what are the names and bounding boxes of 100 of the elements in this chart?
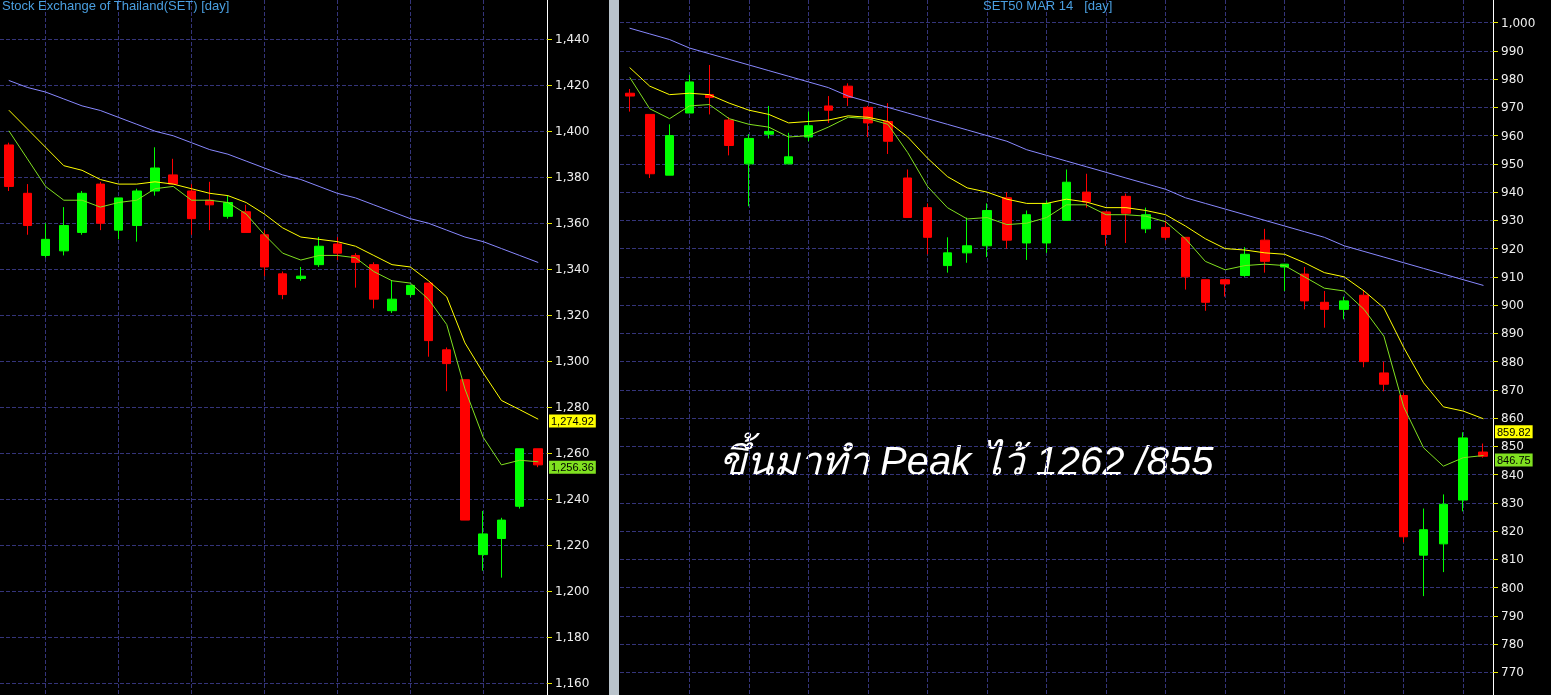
y-tick-label: 870	[1501, 382, 1524, 397]
candlestick	[1101, 211, 1111, 247]
y-tick-label: 950	[1501, 156, 1524, 171]
candlestick	[369, 261, 379, 309]
candlestick	[744, 133, 754, 207]
candlestick	[23, 183, 32, 236]
candlestick	[460, 379, 470, 521]
candlestick	[1121, 193, 1131, 244]
y-tick-label: 970	[1501, 100, 1524, 115]
candlestick	[923, 202, 932, 255]
y-tick-label: 1,000	[1501, 15, 1536, 30]
y-tick-label: 940	[1501, 185, 1524, 200]
candlestick	[515, 448, 524, 510]
candlestick	[1201, 279, 1210, 312]
y-tick-label: 960	[1501, 128, 1524, 143]
candlestick	[705, 64, 714, 115]
y-tick-label: 790	[1501, 608, 1524, 623]
y-tick-label: 1,420	[555, 78, 590, 93]
data-label: 859.82	[1497, 425, 1531, 438]
candlestick	[187, 183, 196, 236]
candlestick	[406, 284, 415, 298]
y-tick-label: 1,220	[555, 538, 590, 553]
y-tick-label: 890	[1501, 326, 1524, 341]
y-tick-label: 1,340	[555, 262, 590, 277]
y-tick-label: 830	[1501, 495, 1524, 510]
y-tick-label: 920	[1501, 241, 1524, 256]
y-tick-label: 1,180	[555, 630, 590, 645]
y-tick-label: 1,280	[555, 400, 590, 415]
candlestick	[764, 105, 774, 139]
y-tick-label: 1,300	[555, 354, 590, 369]
candlestick	[114, 197, 123, 240]
candlestick	[96, 181, 105, 231]
y-tick-label: 850	[1501, 439, 1524, 454]
y-tick-label: 1,320	[555, 308, 590, 323]
candlestick	[982, 202, 992, 258]
candlestick	[1399, 392, 1408, 543]
y-tick-label: 900	[1501, 298, 1524, 313]
y-tick-label: 1,360	[555, 216, 590, 231]
candlestick	[168, 158, 178, 185]
data-label: 1,256.36	[551, 461, 594, 474]
line-series	[8, 80, 539, 263]
y-tick-label: 1,240	[555, 492, 590, 507]
y-tick-label: 860	[1501, 411, 1524, 426]
candlestick	[804, 111, 813, 142]
candlestick	[1260, 228, 1270, 274]
candlestick	[478, 510, 488, 572]
candlestick	[4, 142, 14, 192]
candlestick	[77, 190, 87, 236]
candlestick	[1161, 219, 1170, 241]
candlestick	[1419, 508, 1428, 597]
y-tick-label: 1,160	[555, 676, 590, 691]
y-tick-label: 1,380	[555, 170, 590, 185]
candlestick	[1439, 493, 1448, 573]
y-tick-label: 1,200	[555, 584, 590, 599]
candlestick	[205, 181, 214, 231]
line-series	[629, 27, 1484, 286]
data-label: 846.75	[1497, 454, 1531, 467]
candlestick	[59, 206, 69, 256]
candlestick	[824, 95, 833, 124]
candlestick	[314, 236, 324, 268]
candlestick	[1379, 361, 1389, 392]
candlestick	[1359, 290, 1369, 368]
candlestick	[625, 88, 635, 113]
candlestick	[1062, 169, 1071, 221]
candlestick	[260, 229, 269, 277]
candlestick	[1240, 246, 1250, 278]
candlestick	[41, 222, 50, 259]
candlestick	[1220, 279, 1230, 298]
line-series	[8, 130, 539, 466]
candlestick	[962, 217, 972, 264]
candlestick	[943, 236, 952, 274]
candlestick	[645, 113, 655, 179]
candlestick	[1458, 431, 1468, 512]
candlestick	[1320, 290, 1329, 329]
candlestick	[1141, 207, 1151, 234]
candlestick	[241, 204, 251, 233]
candlestick	[333, 236, 342, 261]
candlestick	[132, 188, 142, 243]
candlestick	[497, 517, 506, 579]
y-tick-label: 1,400	[555, 124, 590, 139]
candlestick	[1339, 296, 1349, 320]
y-tick-label: 1,440	[555, 32, 590, 47]
candlestick	[784, 132, 793, 165]
line-series	[8, 109, 539, 420]
candlestick	[223, 195, 233, 220]
candlestick	[1042, 200, 1051, 254]
y-tick-label: 840	[1501, 467, 1524, 482]
chart-title: Stock Exchange of Thailand(SET) [day]	[2, 0, 230, 13]
y-tick-label: 810	[1501, 552, 1524, 567]
y-tick-label: 880	[1501, 354, 1524, 369]
y-tick-label: 1,260	[555, 446, 590, 461]
candlestick	[296, 266, 306, 282]
y-tick-label: 990	[1501, 43, 1524, 58]
y-tick-label: 800	[1501, 580, 1524, 595]
y-tick-label: 780	[1501, 637, 1524, 652]
y-tick-label: 930	[1501, 213, 1524, 228]
candlestick	[533, 448, 543, 468]
chart-title: SET50 MAR 14 [day]	[983, 0, 1113, 13]
candlestick	[1022, 209, 1031, 261]
candlestick	[278, 271, 287, 300]
